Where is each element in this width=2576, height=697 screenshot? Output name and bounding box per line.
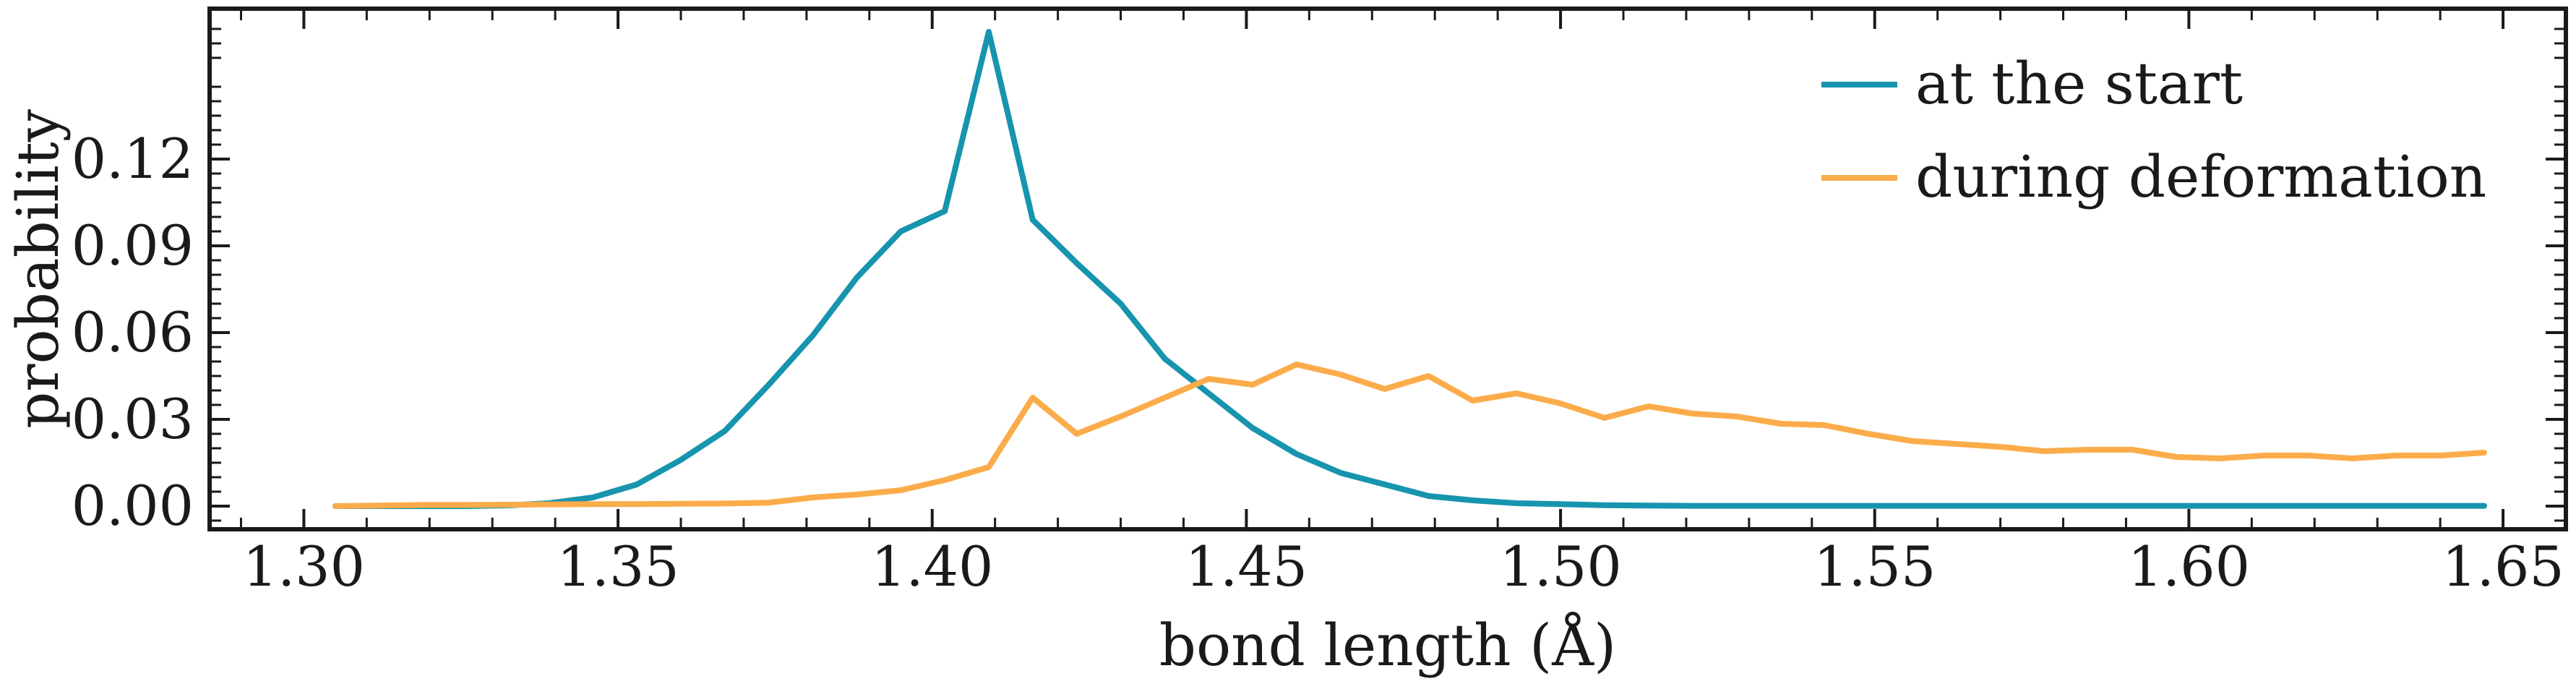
x-tick-label: 1.30	[243, 534, 365, 599]
x-tick-label: 1.40	[871, 534, 993, 599]
series-line-1	[332, 362, 2487, 509]
x-tick-label: 1.45	[1185, 534, 1308, 599]
y-tick-label: 0.00	[72, 474, 194, 538]
plot-frame	[207, 7, 2568, 531]
x-tick-label: 1.35	[557, 534, 679, 599]
y-tick-label: 0.12	[72, 127, 194, 191]
y-axis-label: probability	[4, 109, 72, 429]
series-line-0	[332, 29, 2487, 509]
y-tick-label: 0.09	[72, 213, 194, 278]
y-tick-label: 0.03	[72, 387, 194, 451]
axis-ticks	[210, 9, 2567, 529]
x-tick-label: 1.55	[1813, 534, 1936, 599]
legend: at the start during deformation	[1821, 50, 2486, 210]
x-tick-label: 1.50	[1499, 534, 1621, 599]
legend-label-at-the-start: at the start	[1915, 50, 2243, 117]
axis-tick-labels: 1.30 1.35 1.40 1.45 1.50 1.55 1.60 1.65 0.00 0.03…	[72, 127, 2564, 599]
x-tick-label: 1.65	[2442, 534, 2564, 599]
legend-label-during-deformation: during deformation	[1915, 143, 2486, 210]
x-axis-label: bond length (Å)	[1159, 611, 1617, 679]
y-tick-label: 0.06	[72, 300, 194, 364]
series-layer	[332, 29, 2487, 509]
x-tick-label: 1.60	[2128, 534, 2250, 599]
